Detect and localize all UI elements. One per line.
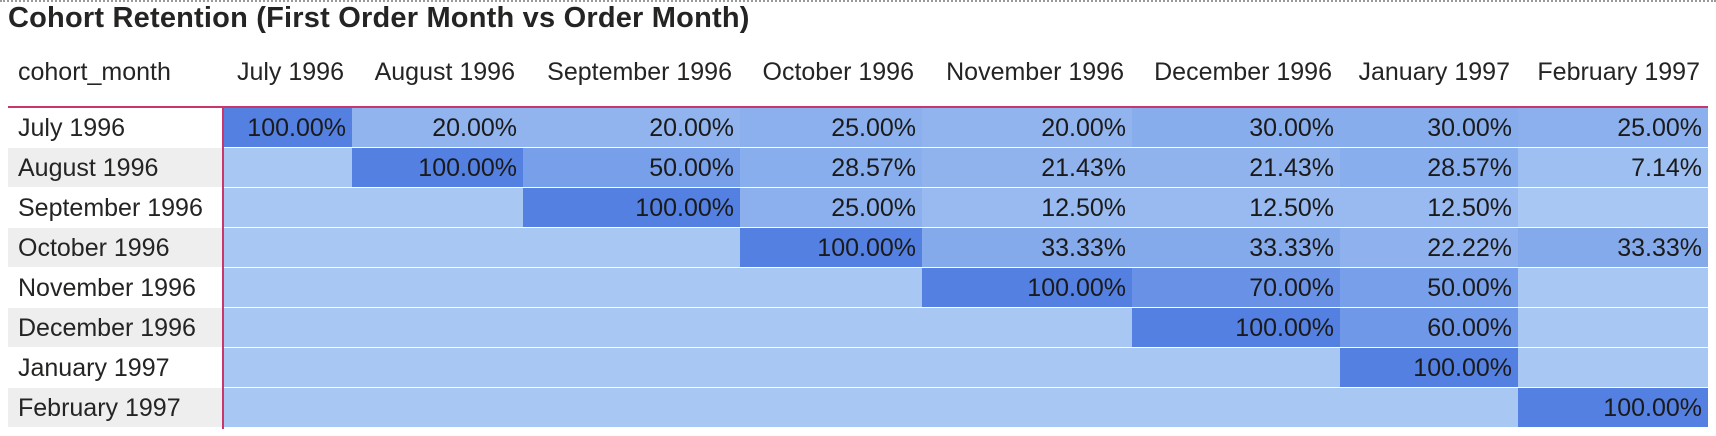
retention-cell: 100.00% (922, 268, 1132, 307)
retention-cell (740, 268, 922, 307)
retention-cell (523, 228, 740, 267)
retention-cell: 60.00% (1340, 308, 1518, 347)
retention-cell: 100.00% (523, 188, 740, 227)
retention-cell: 50.00% (1340, 268, 1518, 307)
retention-cell: 30.00% (1132, 108, 1340, 147)
retention-cell: 33.33% (922, 228, 1132, 267)
retention-cell (352, 388, 523, 427)
retention-cell: 33.33% (1518, 228, 1708, 267)
retention-cell (1518, 188, 1708, 227)
column-header[interactable]: September 1996 (547, 58, 732, 86)
retention-cell (352, 228, 523, 267)
column-header[interactable]: January 1997 (1358, 58, 1510, 86)
retention-cell: 21.43% (922, 148, 1132, 187)
retention-cell: 70.00% (1132, 268, 1340, 307)
retention-cell (222, 188, 352, 227)
retention-cell (352, 268, 523, 307)
retention-cell (352, 348, 523, 387)
retention-cell: 25.00% (740, 188, 922, 227)
column-header[interactable]: December 1996 (1154, 58, 1332, 86)
retention-cell (1518, 268, 1708, 307)
retention-cell: 100.00% (352, 148, 523, 187)
retention-cell: 100.00% (1132, 308, 1340, 347)
retention-cell (1518, 308, 1708, 347)
row-header[interactable]: August 1996 (8, 148, 222, 187)
row-header-title: cohort_month (18, 58, 171, 86)
retention-cell (222, 148, 352, 187)
retention-cell (1132, 388, 1340, 427)
retention-cell: 100.00% (1340, 348, 1518, 387)
retention-cell (523, 308, 740, 347)
retention-cell: 100.00% (740, 228, 922, 267)
retention-cell (222, 308, 352, 347)
retention-cell (740, 388, 922, 427)
retention-cell: 50.00% (523, 148, 740, 187)
retention-cell: 22.22% (1340, 228, 1518, 267)
row-header[interactable]: November 1996 (18, 274, 196, 302)
retention-cell (523, 348, 740, 387)
retention-cell (222, 268, 352, 307)
retention-cell (922, 388, 1132, 427)
retention-cell: 28.57% (740, 148, 922, 187)
retention-cell (222, 388, 352, 427)
retention-cell (352, 308, 523, 347)
retention-cell (222, 228, 352, 267)
retention-cell: 20.00% (352, 108, 523, 147)
retention-cell (523, 388, 740, 427)
header-rule (8, 106, 1708, 108)
row-header-rule (222, 107, 224, 429)
retention-cell: 25.00% (1518, 108, 1708, 147)
retention-cell: 28.57% (1340, 148, 1518, 187)
retention-cell (1518, 348, 1708, 387)
retention-cell: 21.43% (1132, 148, 1340, 187)
retention-cell: 25.00% (740, 108, 922, 147)
retention-cell: 7.14% (1518, 148, 1708, 187)
retention-cell (922, 348, 1132, 387)
retention-cell: 20.00% (523, 108, 740, 147)
retention-cell (922, 308, 1132, 347)
retention-cell (740, 308, 922, 347)
column-header[interactable]: November 1996 (946, 58, 1124, 86)
retention-cell (523, 268, 740, 307)
retention-cell: 100.00% (1518, 388, 1708, 427)
column-header[interactable]: August 1996 (374, 58, 515, 86)
retention-cell: 30.00% (1340, 108, 1518, 147)
column-header[interactable]: February 1997 (1537, 58, 1700, 86)
visual-title: Cohort Retention (First Order Month vs O… (8, 2, 750, 34)
retention-cell (1132, 348, 1340, 387)
row-header[interactable]: December 1996 (8, 308, 222, 347)
retention-cell: 100.00% (222, 108, 352, 147)
retention-cell (352, 188, 523, 227)
row-header[interactable]: September 1996 (18, 194, 203, 222)
retention-cell: 20.00% (922, 108, 1132, 147)
column-header[interactable]: October 1996 (762, 58, 915, 86)
retention-cell: 33.33% (1132, 228, 1340, 267)
row-header[interactable]: July 1996 (18, 114, 126, 142)
retention-cell: 12.50% (1340, 188, 1518, 227)
top-dotted-border (0, 0, 1716, 2)
retention-cell (1340, 388, 1518, 427)
retention-cell: 12.50% (922, 188, 1132, 227)
retention-cell: 12.50% (1132, 188, 1340, 227)
row-header[interactable]: October 1996 (8, 228, 222, 267)
column-header[interactable]: July 1996 (236, 58, 344, 86)
row-header[interactable]: January 1997 (18, 354, 170, 382)
retention-cell (740, 348, 922, 387)
row-header[interactable]: February 1997 (8, 388, 222, 427)
retention-cell (222, 348, 352, 387)
